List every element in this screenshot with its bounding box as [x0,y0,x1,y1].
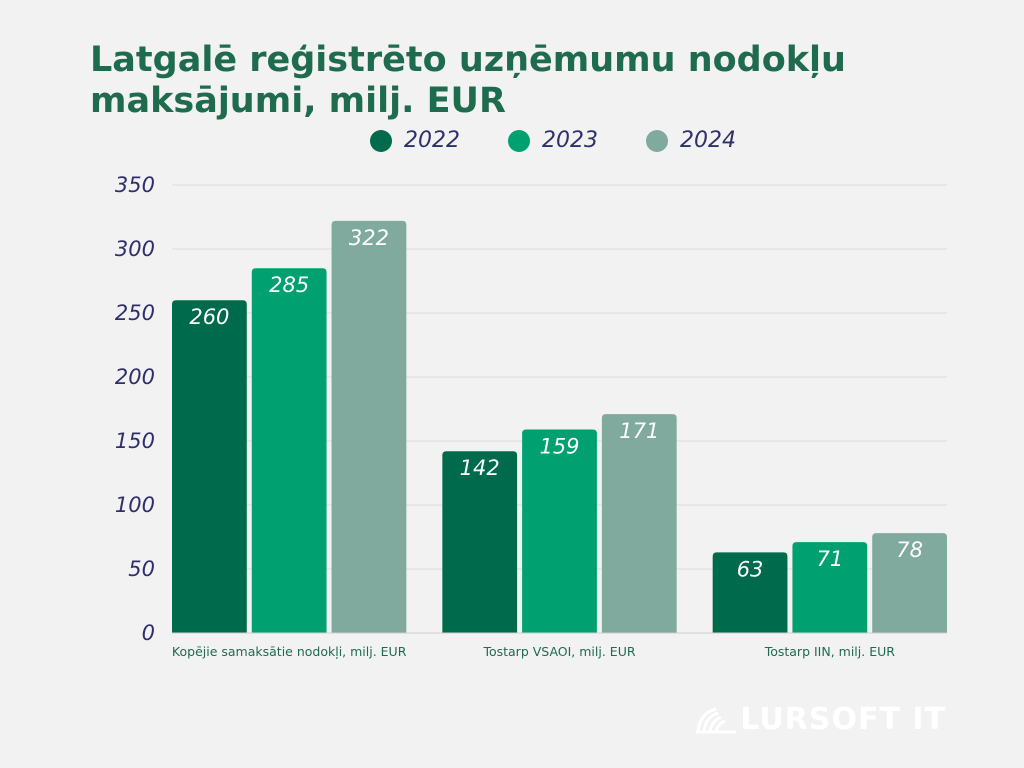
legend-label-2022: 2022 [404,128,460,153]
bar-2024-3 [872,533,947,633]
legend-swatch-2022 [370,129,392,152]
y-tick-label: 200 [115,365,155,389]
data-label: 63 [737,557,764,581]
bar-2023-2 [522,429,597,633]
legend-swatch-2023 [508,129,530,152]
chart-title: Latgalē reģistrēto uzņēmumu nodokļu maks… [90,40,846,121]
y-tick-label: 100 [115,493,155,517]
y-tick-label: 300 [115,237,155,261]
legend-item-2023: 2023 [508,128,598,153]
data-label: 71 [816,547,843,571]
y-tick-label: 0 [142,621,155,645]
y-tick-label: 50 [128,557,155,581]
bar-2024-2 [601,414,677,633]
x-tick-label: Tostarp VSAOI, milj. EUR [482,644,635,659]
y-tick-label: 150 [115,429,155,453]
bar-2023-3 [792,542,868,633]
legend-item-2024: 2024 [646,128,736,153]
data-label: 78 [896,538,923,562]
data-label: 171 [619,419,659,443]
data-label: 285 [269,273,309,297]
brand-name: LURSOFT IT [740,702,946,737]
shell-logo-icon [696,707,737,733]
data-label: 159 [539,434,579,458]
legend-label-2023: 2023 [542,128,598,153]
data-label: 142 [460,456,500,480]
brand-logo: LURSOFT IT [694,702,946,737]
y-tick-label: 250 [115,301,155,325]
chart-legend: 2022 2023 2024 [370,128,784,153]
bar-2022-3 [712,552,788,633]
legend-swatch-2024 [646,129,668,152]
bar-2024-1 [331,220,407,633]
data-label: 322 [349,226,389,250]
bar-2022-1 [172,300,247,633]
y-tick-label: 350 [115,173,155,197]
x-tick-label: Kopējie samaksātie nodokļi, milj. EUR [172,644,407,659]
legend-label-2024: 2024 [680,128,736,153]
legend-item-2022: 2022 [370,128,460,153]
bar-2022-2 [442,451,518,633]
x-tick-label: Tostarp IIN, milj. EUR [764,644,896,659]
data-label: 260 [189,305,229,329]
bar-2023-1 [251,268,327,633]
